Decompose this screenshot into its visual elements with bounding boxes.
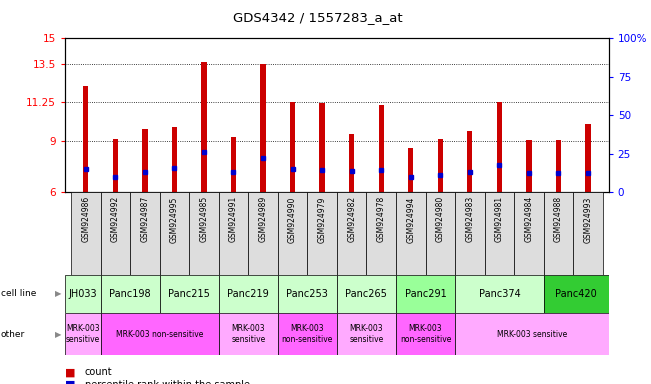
Bar — [71, 192, 100, 275]
Bar — [260, 64, 266, 192]
Bar — [484, 192, 514, 275]
Bar — [307, 192, 337, 275]
Bar — [219, 275, 278, 313]
Text: GSM924984: GSM924984 — [525, 196, 533, 242]
Bar — [231, 137, 236, 192]
Bar — [426, 192, 455, 275]
Bar — [337, 192, 367, 275]
Text: GDS4342 / 1557283_a_at: GDS4342 / 1557283_a_at — [232, 11, 402, 24]
Bar — [556, 140, 561, 192]
Text: GSM924980: GSM924980 — [436, 196, 445, 242]
Text: MRK-003
sensitive: MRK-003 sensitive — [66, 324, 100, 344]
Bar — [574, 192, 603, 275]
Bar — [467, 131, 473, 192]
Bar — [396, 275, 455, 313]
Bar — [455, 275, 544, 313]
Bar — [172, 127, 177, 192]
Bar — [437, 139, 443, 192]
Text: ■: ■ — [65, 367, 76, 377]
Bar — [219, 192, 248, 275]
Bar — [100, 313, 219, 355]
Bar — [408, 147, 413, 192]
Bar — [337, 313, 396, 355]
Text: GSM924979: GSM924979 — [318, 196, 327, 243]
Text: MRK-003 non-sensitive: MRK-003 non-sensitive — [116, 329, 203, 339]
Text: GSM924991: GSM924991 — [229, 196, 238, 242]
Bar — [65, 313, 100, 355]
Bar — [159, 192, 189, 275]
Bar — [544, 275, 609, 313]
Text: GSM924989: GSM924989 — [258, 196, 268, 242]
Text: Panc253: Panc253 — [286, 289, 328, 299]
Text: GSM924990: GSM924990 — [288, 196, 297, 243]
Bar — [320, 103, 325, 192]
Text: GSM924988: GSM924988 — [554, 196, 563, 242]
Bar — [585, 124, 590, 192]
Text: Panc219: Panc219 — [227, 289, 269, 299]
Bar — [290, 101, 296, 192]
Text: GSM924985: GSM924985 — [199, 196, 208, 242]
Bar — [278, 192, 307, 275]
Bar — [497, 103, 502, 192]
Text: GSM924981: GSM924981 — [495, 196, 504, 242]
Bar — [337, 275, 396, 313]
Text: Panc291: Panc291 — [405, 289, 447, 299]
Text: Panc420: Panc420 — [555, 289, 597, 299]
Bar — [201, 62, 206, 192]
Bar — [130, 192, 159, 275]
Text: ▶: ▶ — [55, 289, 62, 298]
Bar — [396, 313, 455, 355]
Bar — [113, 139, 118, 192]
Bar — [159, 275, 219, 313]
Text: Panc215: Panc215 — [168, 289, 210, 299]
Text: GSM924982: GSM924982 — [347, 196, 356, 242]
Bar — [100, 192, 130, 275]
Text: ■: ■ — [65, 380, 76, 384]
Text: cell line: cell line — [1, 289, 36, 298]
Text: GSM924978: GSM924978 — [377, 196, 385, 242]
Text: MRK-003
non-sensitive: MRK-003 non-sensitive — [400, 324, 451, 344]
Text: GSM924987: GSM924987 — [141, 196, 149, 242]
Bar — [65, 275, 100, 313]
Bar — [455, 313, 609, 355]
Bar — [378, 105, 384, 192]
Text: Panc374: Panc374 — [478, 289, 520, 299]
Text: Panc198: Panc198 — [109, 289, 151, 299]
Bar — [349, 134, 354, 192]
Text: other: other — [1, 329, 25, 339]
Text: GSM924983: GSM924983 — [465, 196, 475, 242]
Text: percentile rank within the sample: percentile rank within the sample — [85, 380, 249, 384]
Bar — [455, 192, 484, 275]
Bar — [248, 192, 278, 275]
Text: Panc265: Panc265 — [346, 289, 387, 299]
Text: MRK-003
sensitive: MRK-003 sensitive — [350, 324, 383, 344]
Text: GSM924995: GSM924995 — [170, 196, 179, 243]
Text: GSM924993: GSM924993 — [583, 196, 592, 243]
Bar — [100, 275, 159, 313]
Bar — [278, 313, 337, 355]
Text: MRK-003
non-sensitive: MRK-003 non-sensitive — [282, 324, 333, 344]
Bar — [189, 192, 219, 275]
Text: ▶: ▶ — [55, 329, 62, 339]
Text: MRK-003 sensitive: MRK-003 sensitive — [497, 329, 567, 339]
Bar — [278, 275, 337, 313]
Bar — [219, 313, 278, 355]
Text: MRK-003
sensitive: MRK-003 sensitive — [231, 324, 266, 344]
Text: GSM924994: GSM924994 — [406, 196, 415, 243]
Text: count: count — [85, 367, 112, 377]
Bar — [544, 192, 574, 275]
Text: JH033: JH033 — [68, 289, 97, 299]
Text: GSM924986: GSM924986 — [81, 196, 90, 242]
Bar — [396, 192, 426, 275]
Bar — [83, 86, 89, 192]
Bar — [367, 192, 396, 275]
Bar — [142, 129, 148, 192]
Bar — [514, 192, 544, 275]
Text: GSM924992: GSM924992 — [111, 196, 120, 242]
Bar — [526, 140, 532, 192]
